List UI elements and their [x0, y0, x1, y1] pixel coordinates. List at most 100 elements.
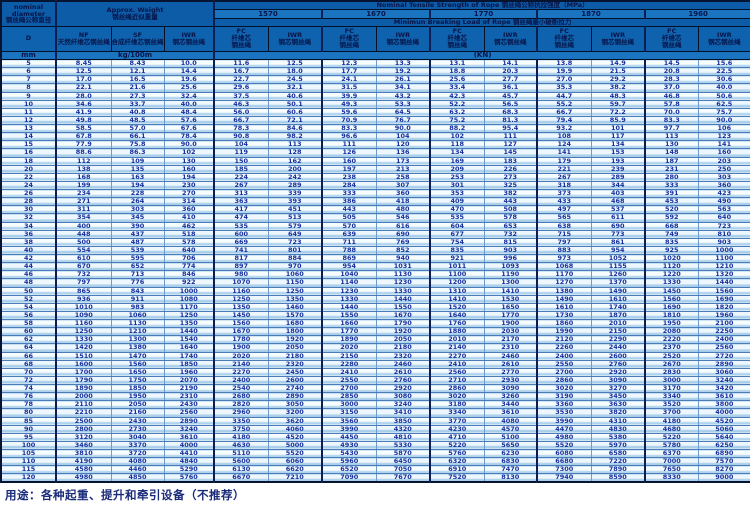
value-cell: 4980 — [536, 433, 592, 442]
value-cell: 4850 — [110, 473, 164, 483]
value-cell: 250 — [697, 165, 750, 174]
value-cell: 535 — [213, 222, 269, 231]
value-cell: 28.3 — [644, 75, 699, 85]
diameter-cell: 105 — [0, 449, 56, 459]
value-cell: 3180 — [429, 400, 485, 410]
value-cell: 1440 — [163, 327, 215, 337]
value-cell: 3240 — [375, 400, 431, 410]
value-cell: 194 — [110, 181, 164, 191]
value-cell: 66.7 — [213, 116, 269, 126]
value-cell: 2370 — [644, 343, 699, 353]
value-cell: 1670 — [213, 327, 269, 337]
value-cell: 14.9 — [590, 59, 646, 69]
value-cell: 360 — [697, 181, 750, 191]
value-cell: 983 — [110, 303, 164, 312]
value-cell: 22.1 — [55, 83, 111, 93]
value-cell: 3350 — [213, 417, 269, 426]
value-cell: 1600 — [55, 360, 111, 369]
diameter-cell: 26 — [0, 189, 56, 199]
diameter-cell: 60 — [0, 327, 56, 337]
value-cell: 264 — [110, 197, 164, 207]
value-cell: 345 — [110, 213, 164, 223]
value-cell: 32.1 — [267, 83, 323, 93]
value-cell: 119 — [213, 148, 269, 158]
value-cell: 1350 — [163, 319, 215, 329]
header-strength-1570: 1570 — [213, 8, 323, 19]
value-cell: 604 — [429, 222, 485, 231]
value-cell: 4840 — [163, 457, 215, 467]
value-cell: 162 — [267, 157, 323, 166]
value-cell: 2520 — [644, 352, 699, 361]
header-fc-1870: FC 纤维芯 钢丝绳 — [536, 25, 592, 52]
value-cell: 169 — [429, 157, 485, 166]
value-cell: 462 — [163, 222, 215, 231]
value-cell: 1640 — [429, 311, 485, 321]
value-cell: 231 — [644, 165, 699, 174]
value-cell: 5970 — [590, 441, 646, 451]
value-cell: 85.9 — [590, 116, 646, 126]
value-cell: 5100 — [483, 433, 538, 442]
table-row: 78 2110 2050 2430 2820 3050 3000 3240 3180 3440 33… — [0, 400, 750, 410]
value-cell: 1530 — [483, 295, 538, 304]
value-cell: 570 — [321, 222, 377, 231]
value-cell: 1270 — [536, 278, 592, 288]
value-cell: 1610 — [590, 295, 646, 304]
value-cell: 1310 — [429, 287, 485, 296]
value-cell: 70.0 — [644, 108, 699, 117]
value-cell: 221 — [536, 165, 592, 174]
value-cell: 443 — [483, 197, 538, 207]
value-cell: 66.7 — [536, 108, 592, 117]
value-cell: 153 — [590, 148, 646, 158]
value-cell: 1330 — [644, 278, 699, 288]
value-cell: 2050 — [110, 400, 164, 410]
value-cell: 2760 — [590, 360, 646, 369]
value-cell: 3410 — [375, 408, 431, 418]
value-cell: 3150 — [321, 408, 377, 418]
value-cell: 333 — [644, 181, 699, 191]
value-cell: 4000 — [697, 408, 750, 418]
value-cell: 2050 — [375, 335, 431, 345]
diameter-cell: 70 — [0, 368, 56, 377]
value-cell: 6130 — [213, 465, 269, 475]
value-cell: 1780 — [213, 335, 269, 345]
value-cell: 4460 — [110, 465, 164, 475]
value-cell: 17.7 — [321, 67, 377, 77]
diameter-cell: 44 — [0, 262, 56, 272]
value-cell: 8.43 — [110, 59, 164, 69]
value-cell: 1380 — [536, 287, 592, 296]
value-cell: 90.0 — [375, 124, 431, 134]
value-cell: 741 — [213, 246, 269, 256]
value-cell: 111 — [321, 140, 377, 150]
value-cell: 48.5 — [110, 116, 164, 126]
value-cell: 595 — [110, 254, 164, 264]
value-cell: 50.1 — [267, 100, 323, 109]
table-row: 32 354 345 410 474 513 505 546 535 578 565 611 592 64… — [0, 213, 750, 223]
value-cell: 72.2 — [590, 108, 646, 117]
value-cell: 2770 — [483, 368, 538, 377]
value-cell: 224 — [213, 173, 269, 182]
header-nf: NF 天然纤维芯钢丝绳 — [55, 25, 112, 52]
value-cell: 4830 — [590, 425, 646, 434]
value-cell: 57.6 — [163, 116, 215, 126]
value-cell: 360 — [375, 189, 431, 199]
value-cell: 451 — [267, 205, 323, 215]
value-cell: 16.7 — [213, 67, 269, 77]
value-cell: 5290 — [163, 465, 215, 475]
value-cell: 35.3 — [536, 83, 592, 93]
table-row: 13 58.5 57.0 67.6 78.3 84.6 83.3 90.0 88.2 95.4 93… — [0, 124, 750, 134]
header-iwr-1870: IWR 钢芯钢丝绳 — [590, 25, 646, 52]
value-cell: 1200 — [429, 278, 485, 288]
value-cell: 954 — [321, 262, 377, 272]
value-cell: 360 — [163, 205, 215, 215]
value-cell: 8330 — [644, 473, 699, 483]
value-cell: 773 — [590, 230, 646, 239]
value-cell: 4630 — [213, 441, 269, 451]
table-row: 56 1090 1060 1250 1450 1570 1550 1670 1640 1770 17… — [0, 311, 750, 321]
value-cell: 1920 — [375, 327, 431, 337]
value-cell: 63.2 — [429, 108, 485, 117]
header-approx-weight: Approx. Weight 钢丝绳近似重量 — [54, 0, 215, 27]
value-cell: 2160 — [110, 408, 164, 418]
value-cell: 2260 — [536, 343, 592, 353]
value-cell: 382 — [483, 189, 538, 199]
